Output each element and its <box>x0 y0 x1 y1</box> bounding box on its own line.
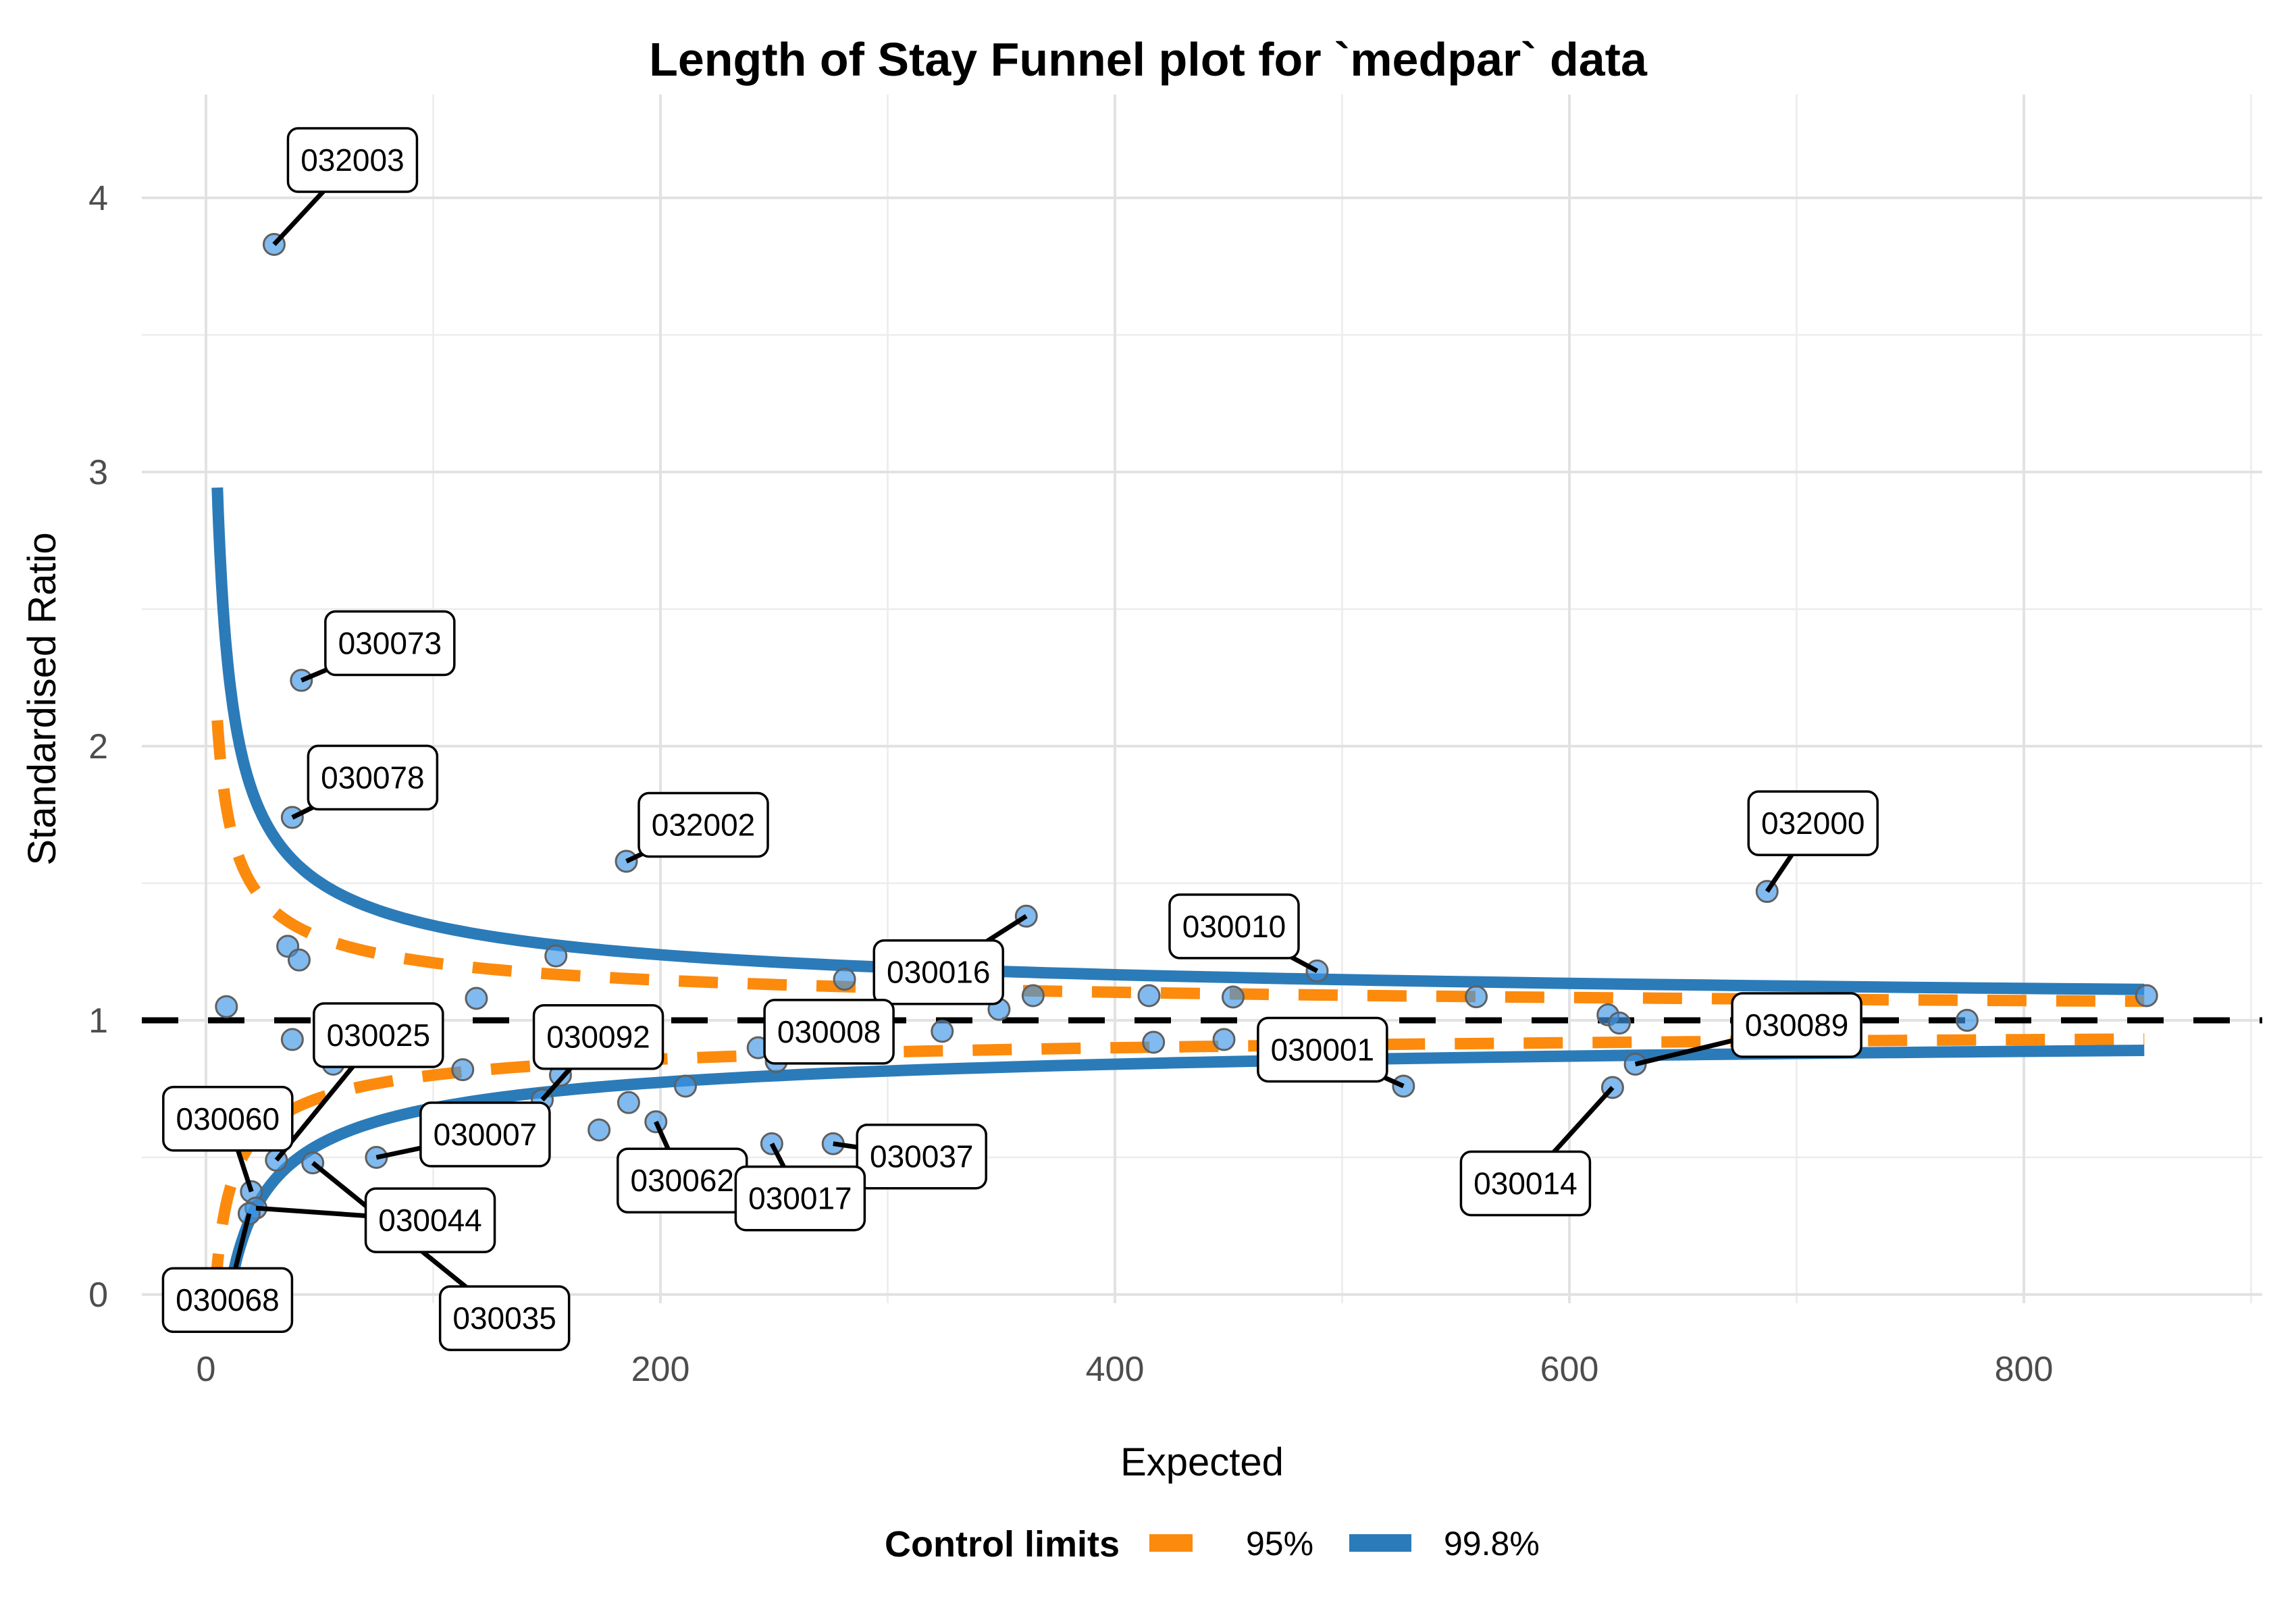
label-box-030008 <box>763 999 895 1065</box>
label-text-030044: 030044 <box>378 1203 482 1238</box>
label-text-030073: 030073 <box>338 626 442 661</box>
data-point <box>544 944 568 968</box>
y-tick-4: 4 <box>88 179 108 218</box>
label-text-030035: 030035 <box>452 1301 556 1336</box>
label-box-030016 <box>872 939 1005 1005</box>
label-box-032003 <box>286 127 419 193</box>
data-point <box>588 1118 611 1142</box>
data-point <box>931 1020 954 1043</box>
data-point <box>1221 985 1245 1009</box>
x-tick-800: 800 <box>1995 1350 2054 1389</box>
data-point <box>280 1028 304 1051</box>
label-box-030010 <box>1168 893 1300 960</box>
page-title: Length of Stay Funnel plot for `medpar` … <box>649 33 1648 86</box>
data-point <box>674 1074 698 1098</box>
axis-tick-labels: 0 200 400 600 800 0 1 2 3 4 <box>88 179 2053 1389</box>
limit-lower-95% <box>209 1033 2145 1294</box>
legend: Control limits 95% 99.8% <box>885 1524 1540 1565</box>
data-point <box>465 987 488 1010</box>
label-box-030037 <box>856 1123 987 1190</box>
label-box-030001 <box>1257 1016 1388 1083</box>
label-text-030025: 030025 <box>327 1018 431 1053</box>
label-text-030014: 030014 <box>1473 1165 1577 1201</box>
data-point <box>287 948 311 972</box>
label-text-030008: 030008 <box>777 1014 881 1049</box>
label-box-030035 <box>438 1285 571 1351</box>
label-text-030078: 030078 <box>321 760 425 795</box>
label-text-030017: 030017 <box>748 1181 852 1216</box>
y-axis-title: Standardised Ratio <box>20 532 64 865</box>
label-box-030017 <box>734 1165 866 1232</box>
y-tick-1: 1 <box>88 1001 108 1041</box>
label-box-032000 <box>1747 790 1879 856</box>
label-box-032002 <box>637 791 769 858</box>
label-box-030025 <box>313 1002 444 1068</box>
label-box-030092 <box>532 1003 664 1070</box>
x-tick-200: 200 <box>631 1350 690 1389</box>
x-tick-400: 400 <box>1086 1350 1145 1389</box>
data-point <box>451 1058 475 1082</box>
data-point <box>1021 984 1045 1007</box>
label-box-030060 <box>162 1086 294 1152</box>
legend-swatch-95-dashed-line-icon <box>1149 1534 1193 1552</box>
x-tick-600: 600 <box>1540 1350 1599 1389</box>
label-text-030007: 030007 <box>434 1117 538 1152</box>
label-box-030078 <box>307 744 439 811</box>
label-text-030016: 030016 <box>887 955 991 990</box>
label-text-030089: 030089 <box>1745 1007 1849 1043</box>
x-axis-title: Expected <box>1120 1440 1284 1484</box>
label-text-032002: 032002 <box>652 808 756 843</box>
label-text-030001: 030001 <box>1271 1032 1375 1067</box>
label-box-030073 <box>324 610 456 677</box>
label-text-030092: 030092 <box>546 1020 650 1055</box>
label-text-030068: 030068 <box>176 1282 280 1317</box>
legend-label-95: 95% <box>1246 1525 1313 1563</box>
legend-swatch-998-solid-line-icon <box>1349 1534 1411 1552</box>
data-point <box>1137 984 1161 1007</box>
data-point <box>1955 1009 1979 1032</box>
legend-label-998: 99.8% <box>1444 1525 1540 1563</box>
x-tick-0: 0 <box>197 1350 216 1389</box>
label-text-030060: 030060 <box>176 1101 280 1136</box>
data-point <box>2135 984 2158 1007</box>
label-text-030037: 030037 <box>870 1139 974 1174</box>
label-box-030007 <box>419 1101 551 1168</box>
y-tick-0: 0 <box>88 1276 108 1315</box>
data-point <box>833 968 856 991</box>
data-point <box>215 995 238 1018</box>
label-text-030010: 030010 <box>1182 909 1286 944</box>
y-tick-2: 2 <box>88 727 108 766</box>
legend-title: Control limits <box>885 1524 1120 1565</box>
label-text-032000: 032000 <box>1761 806 1865 841</box>
label-box-030089 <box>1731 992 1862 1058</box>
y-tick-3: 3 <box>88 453 108 492</box>
label-text-030062: 030062 <box>631 1163 735 1198</box>
limit-upper-99.8% <box>211 487 2145 995</box>
label-box-030014 <box>1459 1150 1592 1217</box>
data-point <box>1212 1028 1236 1051</box>
data-point <box>1465 985 1488 1009</box>
data-point <box>1608 1012 1632 1035</box>
label-text-032003: 032003 <box>301 142 405 178</box>
data-point <box>617 1091 640 1114</box>
label-box-030044 <box>364 1187 496 1253</box>
label-box-030068 <box>161 1267 294 1333</box>
data-point <box>1142 1030 1166 1054</box>
